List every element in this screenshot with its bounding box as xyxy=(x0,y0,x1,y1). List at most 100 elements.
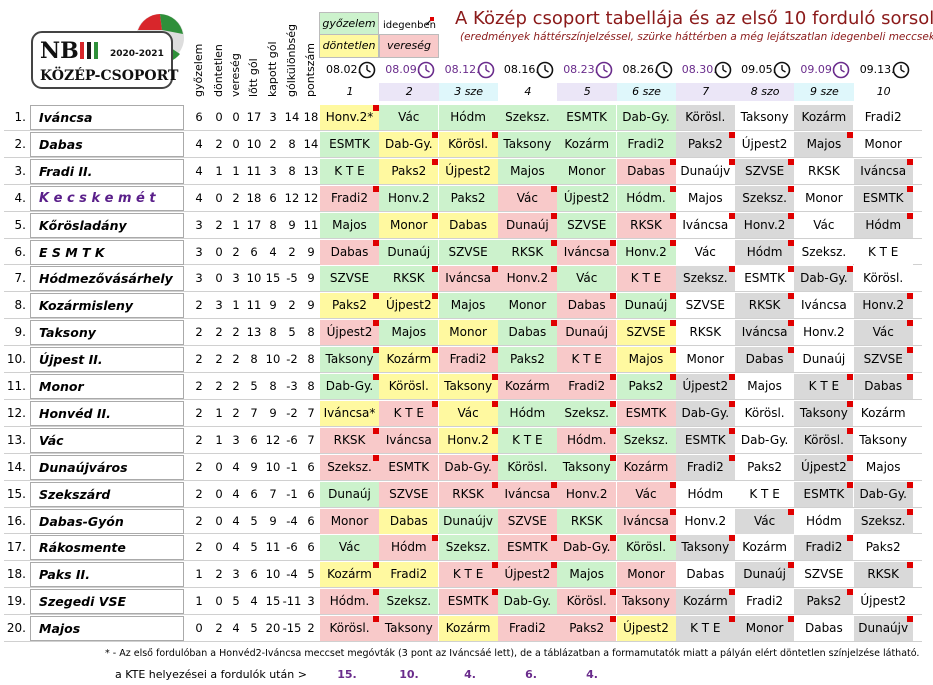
match-cell: Dunaújv xyxy=(675,158,735,184)
away-marker-icon xyxy=(550,320,557,327)
nb3-logo: NB 2020-2021 KÖZÉP-CSOPORT xyxy=(31,14,184,89)
stat-value: 2 xyxy=(195,486,203,501)
away-marker-icon xyxy=(906,212,913,219)
match-cell: Kozárm xyxy=(320,562,379,588)
stat-value: 0 xyxy=(215,486,223,501)
stat-value: 7 xyxy=(307,432,315,447)
stat-value: 14 xyxy=(284,110,300,124)
stat-value: 2 xyxy=(195,540,203,555)
match-cell: ESMTK xyxy=(735,266,795,292)
away-marker-icon xyxy=(610,454,617,461)
match-cell: Dunaújv xyxy=(438,508,498,534)
kte-position-value: 10. xyxy=(399,668,419,681)
match-cell: Fradi2 xyxy=(438,347,498,373)
match-cell: Fradi2 xyxy=(675,454,735,480)
row-divider xyxy=(4,210,922,212)
stat-value: 2 xyxy=(215,621,223,636)
match-cell: Honv.2 xyxy=(735,212,795,238)
match-cell: Szeksz. xyxy=(853,508,913,534)
row-divider xyxy=(4,372,922,373)
row-rank: 8. xyxy=(14,298,26,313)
match-cell: Szeksz. xyxy=(438,535,498,561)
team-name: Dabas-Gyón xyxy=(30,508,184,534)
row-rank: 12. xyxy=(6,405,26,420)
away-marker-icon xyxy=(610,374,617,380)
away-marker-icon xyxy=(788,266,795,273)
match-cell: Majos xyxy=(794,131,854,157)
stat-value: -5 xyxy=(286,271,298,286)
stat-value: 15 xyxy=(265,271,281,286)
match-cell: K T E xyxy=(320,158,379,184)
away-marker-icon xyxy=(906,481,913,488)
match-cell: Vác xyxy=(735,508,795,534)
match-cell: Taksony xyxy=(379,616,439,642)
match-cell: Honv.2 xyxy=(853,293,913,319)
round-date-text: 08.23. xyxy=(563,63,599,76)
stat-value: 3 xyxy=(195,244,203,259)
stat-value: 2 xyxy=(195,298,203,313)
clock-icon xyxy=(536,61,554,79)
match-cell: Honv.2 xyxy=(675,508,735,534)
away-marker-icon xyxy=(669,212,676,219)
match-cell: RKSK xyxy=(853,562,913,588)
match-cell: Paks2 xyxy=(379,158,439,184)
match-cell: Kozárm xyxy=(616,454,676,480)
stat-value: 7 xyxy=(269,486,277,501)
page-title: A Közép csoport tabellája és az első 10 … xyxy=(455,8,933,29)
stat-value: 2 xyxy=(195,459,203,474)
round-date: 08.30. xyxy=(676,60,736,80)
away-marker-icon xyxy=(669,347,676,354)
stat-value: -1 xyxy=(286,486,298,501)
match-cell: Monor xyxy=(320,508,379,534)
match-cell: RKSK xyxy=(794,158,854,184)
stat-value: 2 xyxy=(215,379,223,393)
stat-value: 0 xyxy=(232,110,240,124)
away-marker-icon xyxy=(847,589,854,596)
away-marker-icon xyxy=(788,158,795,165)
away-marker-icon xyxy=(847,131,854,138)
team-name: Kozármisleny xyxy=(30,293,184,319)
stat-value: 3 xyxy=(215,298,223,313)
stat-value: 11 xyxy=(246,163,262,178)
match-cell: Dunaúj xyxy=(794,347,854,373)
match-cell: Dab-Gy. xyxy=(853,481,913,507)
stat-value: -15 xyxy=(282,621,302,636)
stat-value: 3 xyxy=(232,567,240,582)
match-cell: Iváncsa xyxy=(735,320,795,346)
away-marker-icon xyxy=(432,158,439,165)
stat-value: 13 xyxy=(246,325,262,340)
page-subtitle: (eredmények háttérszínjelzéssel, szürke … xyxy=(460,31,933,43)
match-cell: Kozárm xyxy=(379,347,439,373)
away-marker-icon xyxy=(728,616,735,623)
match-cell: Monor xyxy=(379,212,439,238)
round-date-text: 09.09. xyxy=(800,63,836,76)
stat-value: 2 xyxy=(288,298,296,313)
match-cell: Dab-Gy. xyxy=(497,589,557,615)
match-cell: K T E xyxy=(675,616,735,642)
match-cell: Monor xyxy=(794,185,854,211)
match-cell: ESMTK xyxy=(853,185,913,211)
match-cell: Dab-Gy. xyxy=(616,105,676,130)
away-marker-icon xyxy=(373,185,379,192)
stat-value: 8 xyxy=(307,325,315,340)
stat-value: 2 xyxy=(195,352,203,367)
match-cell: Taksony xyxy=(675,535,735,561)
match-cell: ESMTK xyxy=(379,454,439,480)
match-cell: Dab-Gy. xyxy=(379,131,439,157)
stat-value: 2 xyxy=(215,352,223,367)
away-marker-icon xyxy=(669,239,676,246)
away-marker-icon xyxy=(788,239,795,246)
stat-value: 8 xyxy=(307,379,315,393)
team-name: Újpest II. xyxy=(30,347,184,373)
row-rank: 18. xyxy=(6,567,26,582)
match-cell: Honv.2 xyxy=(379,185,439,211)
match-cell: K T E xyxy=(438,562,498,588)
row-divider xyxy=(4,479,922,481)
away-marker-icon xyxy=(669,535,676,542)
match-cell: SZVSE xyxy=(675,293,735,319)
stat-value: 0 xyxy=(195,621,203,636)
stat-value: 6 xyxy=(250,432,258,447)
match-cell: Taksony xyxy=(735,105,795,130)
away-marker-icon xyxy=(788,508,795,515)
match-cell: Dunaúj xyxy=(320,481,379,507)
